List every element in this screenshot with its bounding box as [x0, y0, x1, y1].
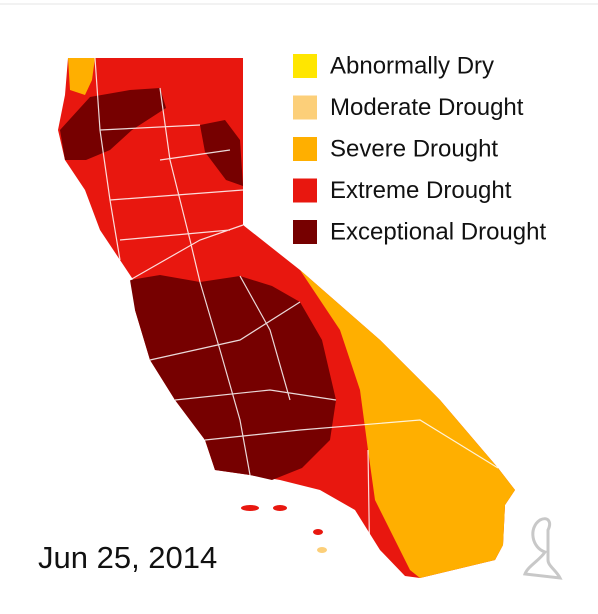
- exceptional-region: [200, 120, 243, 186]
- exceptional-region: [60, 88, 166, 160]
- legend-label: Extreme Drought: [330, 177, 512, 204]
- legend-label: Abnormally Dry: [330, 52, 494, 79]
- date-label: Jun 25, 2014: [38, 540, 217, 575]
- legend-swatch: [293, 220, 317, 244]
- island: [273, 505, 287, 511]
- legend-swatch: [293, 54, 317, 78]
- legend-label: Severe Drought: [330, 135, 498, 162]
- legend: Abnormally Dry Moderate Drought Severe Dro…: [293, 52, 546, 245]
- california-map: [58, 57, 515, 579]
- legend-label: Exceptional Drought: [330, 218, 546, 245]
- county-lines: [94, 57, 499, 579]
- exceptional-region: [130, 275, 336, 480]
- legend-swatch: [293, 95, 317, 120]
- legend-swatch: [293, 178, 317, 203]
- severe-region: [300, 270, 515, 578]
- legend-label: Moderate Drought: [330, 94, 524, 121]
- island: [313, 529, 323, 535]
- severe-region: [68, 58, 95, 95]
- island: [241, 505, 259, 511]
- logo: [522, 517, 563, 580]
- island: [317, 547, 327, 553]
- legend-swatch: [293, 137, 317, 161]
